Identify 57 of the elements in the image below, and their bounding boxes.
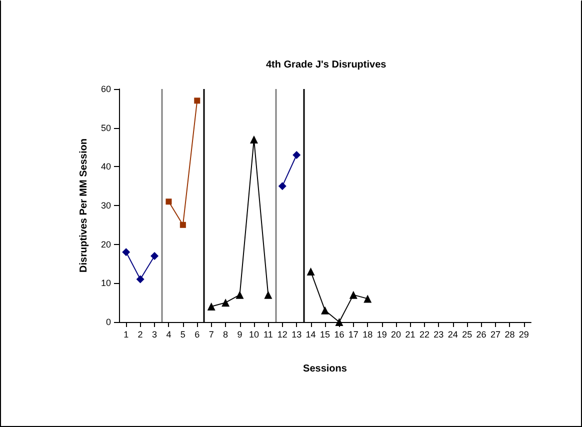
x-tick-label: 27	[490, 330, 500, 340]
x-tick-label: 12	[277, 330, 288, 340]
x-tick-label: 19	[376, 330, 387, 340]
point	[150, 252, 159, 260]
point	[321, 306, 329, 314]
point	[136, 275, 144, 284]
y-tick-label: 0	[106, 317, 111, 327]
point	[264, 290, 272, 299]
x-axis-title: Sessions	[303, 364, 348, 374]
x-tick-label: 7	[208, 330, 214, 340]
y-tick-label: 10	[100, 278, 111, 288]
point	[278, 182, 286, 190]
x-tick-label: 6	[194, 330, 200, 340]
x-tick-label: 14	[306, 330, 316, 340]
x-tick-label: 20	[391, 330, 402, 340]
point	[207, 302, 216, 310]
point	[180, 222, 186, 228]
point	[335, 318, 344, 326]
y-tick-label: 20	[100, 239, 111, 250]
point	[194, 98, 200, 104]
x-tick-label: 4	[166, 330, 172, 340]
y-axis-title: Disruptives Per MM Session	[78, 138, 90, 272]
y-tick-label: 50	[100, 122, 111, 133]
x-tick-label: 10	[248, 330, 259, 340]
x-tick-label: 11	[264, 330, 273, 340]
x-tick-label: 2	[138, 330, 143, 340]
point	[166, 198, 172, 205]
x-tick-label: 28	[504, 330, 515, 340]
point	[364, 294, 372, 303]
chart-title: 4th Grade J's Disruptives	[266, 60, 387, 70]
x-tick-label: 5	[180, 330, 186, 340]
point	[349, 290, 358, 299]
point	[292, 151, 301, 160]
x-tick-label: 13	[292, 330, 302, 340]
x-tick-label: 25	[462, 330, 472, 340]
x-tick-label: 26	[476, 330, 486, 340]
x-tick-label: 9	[237, 330, 242, 340]
x-tick-label: 18	[362, 330, 373, 340]
point	[306, 268, 315, 276]
x-tick-label: 22	[419, 330, 430, 340]
y-tick-label: 40	[100, 162, 111, 172]
x-tick-label: 24	[448, 330, 458, 340]
point	[122, 248, 130, 256]
y-tick-label: 30	[100, 200, 111, 210]
y-tick-label: 60	[100, 84, 111, 94]
point	[222, 298, 230, 307]
point	[250, 135, 258, 144]
x-tick-label: 16	[334, 330, 344, 340]
x-tick-label: 17	[348, 330, 358, 340]
x-tick-label: 8	[223, 330, 228, 340]
point	[236, 290, 244, 299]
x-tick-label: 1	[124, 330, 129, 340]
x-tick-label: 21	[405, 330, 416, 340]
x-tick-label: 23	[434, 330, 444, 340]
x-tick-label: 15	[320, 330, 330, 340]
x-tick-label: 3	[152, 330, 158, 340]
x-tick-label: 29	[518, 330, 529, 340]
